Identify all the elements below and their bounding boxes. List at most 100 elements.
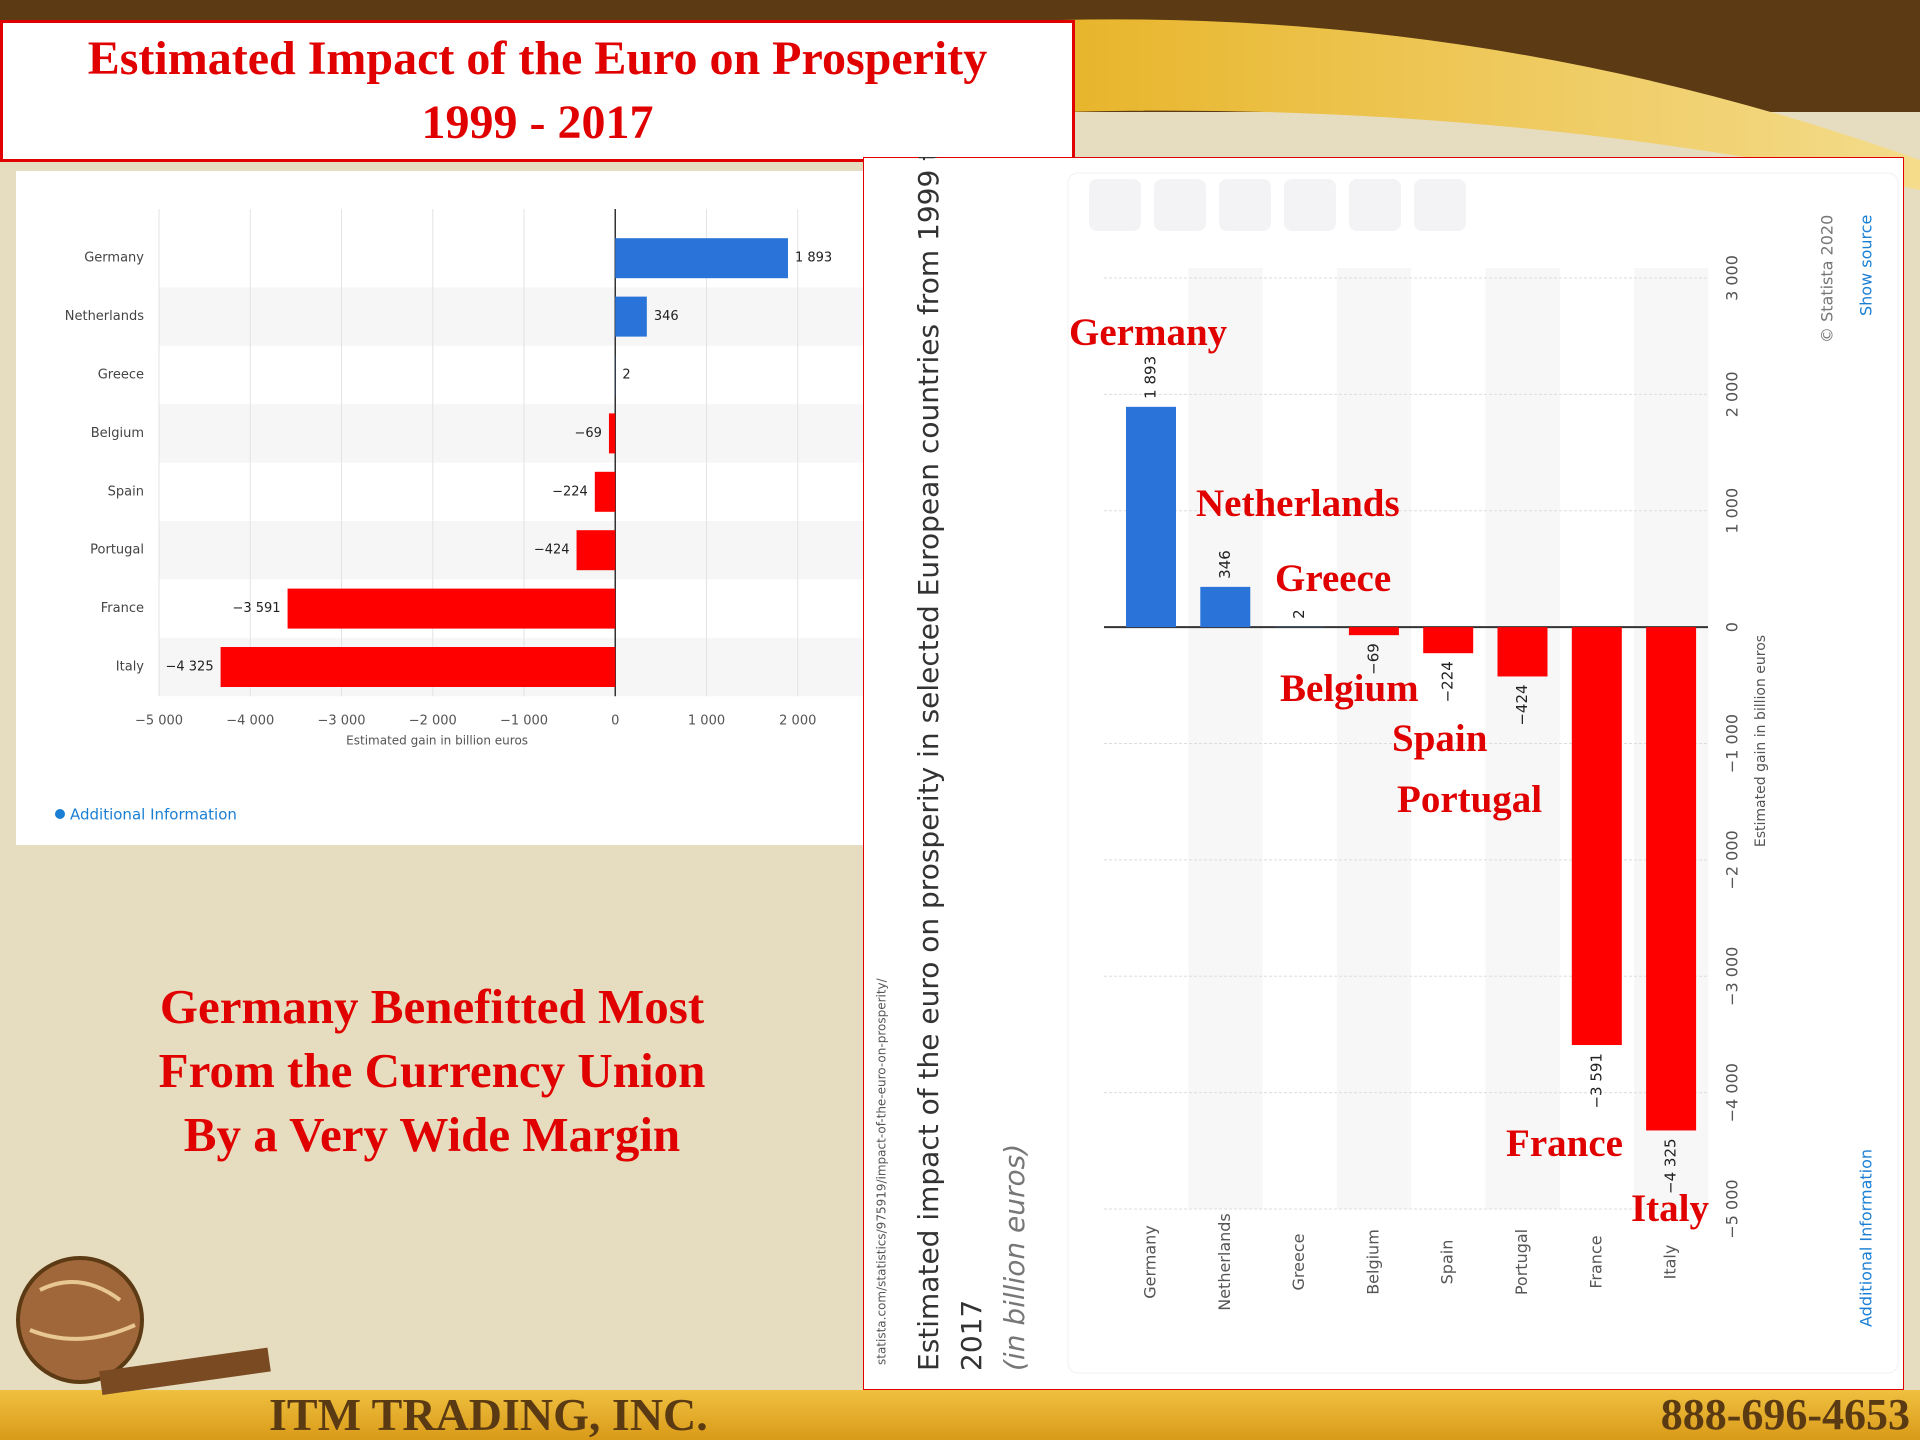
y-tick-label: 0 xyxy=(1723,622,1742,632)
info-icon xyxy=(55,809,65,819)
value-label: 346 xyxy=(654,309,679,324)
category-label: Italy xyxy=(1661,1245,1680,1280)
y-tick-label: −1 000 xyxy=(1723,714,1742,773)
category-label: France xyxy=(101,601,144,616)
value-label: 2 xyxy=(1290,609,1308,619)
bar xyxy=(1497,627,1548,677)
chart-subtitle: (in billion euros) xyxy=(998,1144,1031,1371)
value-label: 2 xyxy=(622,368,630,383)
x-tick-label: −1 000 xyxy=(500,714,548,729)
value-label: −424 xyxy=(1513,684,1531,725)
column-band xyxy=(1485,268,1560,1209)
slide-title: Estimated Impact of the Euro on Prosperi… xyxy=(3,27,1072,155)
chart-title: 2017 xyxy=(955,1300,988,1371)
annotation: Greece xyxy=(1275,557,1391,600)
y-tick-label: 3 000 xyxy=(1723,255,1742,301)
bar xyxy=(576,530,616,571)
gold-swoosh xyxy=(1060,19,1920,190)
category-label: Spain xyxy=(108,484,144,499)
credit: © Statista 2020 xyxy=(1818,215,1837,343)
bar xyxy=(1571,627,1622,1046)
category-label: France xyxy=(1586,1235,1605,1288)
annotation: France xyxy=(1506,1122,1623,1165)
row-band xyxy=(159,521,863,580)
books xyxy=(99,1347,271,1396)
caption-line: From the Currency Union xyxy=(158,1043,706,1098)
row-band xyxy=(159,404,863,463)
caption-line: Germany Benefitted Most xyxy=(159,979,705,1034)
x-axis-label: Estimated gain in billion euros xyxy=(346,734,528,748)
x-tick-label: 1 000 xyxy=(688,714,725,729)
value-label: −69 xyxy=(1364,643,1382,675)
category-label: Spain xyxy=(1438,1240,1457,1285)
globe-lines xyxy=(29,1280,136,1341)
phone: 888-696-4653 xyxy=(1660,1390,1910,1439)
annotation: Belgium xyxy=(1280,667,1419,710)
y-tick-label: −3 000 xyxy=(1723,947,1742,1006)
annotation: Spain xyxy=(1392,717,1488,760)
value-label: −4 325 xyxy=(165,660,213,675)
x-tick-label: 2 000 xyxy=(779,714,816,729)
category-label: Greece xyxy=(1289,1234,1308,1291)
source-url: statista.com/statistics/975919/impact-of… xyxy=(875,977,889,1365)
value-label: 346 xyxy=(1216,550,1234,579)
bar xyxy=(615,296,647,337)
bar xyxy=(594,471,616,512)
caption: Germany Benefitted Most From the Currenc… xyxy=(82,975,782,1167)
x-tick-label: −3 000 xyxy=(317,714,365,729)
value-label: 1 893 xyxy=(795,251,832,266)
bar xyxy=(608,413,616,454)
category-label: Belgium xyxy=(1363,1229,1382,1295)
bar xyxy=(1126,406,1176,628)
company: ITM TRADING, INC. xyxy=(269,1389,708,1440)
bar xyxy=(1423,627,1474,654)
bar xyxy=(1200,586,1251,628)
note: Additional Information xyxy=(1857,1149,1876,1327)
x-tick-label: −2 000 xyxy=(409,714,457,729)
category-label: Portugal xyxy=(90,543,144,558)
x-tick-label: −5 000 xyxy=(135,714,183,729)
value-label: −424 xyxy=(534,543,570,558)
bottom-band xyxy=(0,1390,1920,1440)
x-tick-label: −4 000 xyxy=(226,714,274,729)
bar xyxy=(1348,627,1399,636)
annotation: Germany xyxy=(1069,311,1228,354)
value-label: −224 xyxy=(552,484,588,499)
column-band xyxy=(1336,268,1412,1209)
annotation: Italy xyxy=(1631,1187,1710,1230)
category-label: Netherlands xyxy=(1215,1213,1234,1311)
value-label: −3 591 xyxy=(1587,1053,1605,1109)
bar xyxy=(220,647,616,687)
value-label: 1 893 xyxy=(1142,356,1160,399)
annotation: Netherlands xyxy=(1196,482,1400,525)
y-tick-label: −4 000 xyxy=(1723,1063,1742,1122)
column-band xyxy=(1188,268,1263,1209)
caption-line: By a Very Wide Margin xyxy=(183,1107,681,1162)
toolbar xyxy=(1089,179,1466,231)
y-axis-label: Estimated gain in billion euros xyxy=(1753,635,1769,847)
row-band xyxy=(159,287,863,346)
category-label: Netherlands xyxy=(65,309,144,324)
note: Additional Information xyxy=(70,806,237,824)
y-tick-label: −5 000 xyxy=(1723,1179,1742,1238)
chart-horizontal: −5 000 −4 000 −3 000 −2 000 −1 000 0 1 000 2 00… xyxy=(16,171,864,845)
category-label: Belgium xyxy=(91,426,144,441)
y-tick-label: −2 000 xyxy=(1723,830,1742,889)
value-label: −4 325 xyxy=(1662,1138,1680,1194)
title-box: Estimated Impact of the Euro on Prosperi… xyxy=(0,20,1075,162)
value-label: −3 591 xyxy=(232,601,280,616)
bar xyxy=(1646,627,1697,1131)
title-line: 1999 - 2017 xyxy=(421,96,654,149)
source-link: Show source xyxy=(1857,215,1876,316)
category-label: Portugal xyxy=(1512,1229,1531,1295)
x-tick-label: 0 xyxy=(611,714,619,729)
chart-title: Estimated impact of the euro on prosperi… xyxy=(912,157,945,1371)
category-label: Greece xyxy=(98,368,144,383)
bar xyxy=(615,238,788,279)
globe xyxy=(16,1256,144,1384)
bar xyxy=(287,588,616,629)
category-label: Italy xyxy=(116,660,145,675)
y-tick-label: 2 000 xyxy=(1723,371,1742,417)
y-tick-label: 1 000 xyxy=(1723,488,1742,534)
